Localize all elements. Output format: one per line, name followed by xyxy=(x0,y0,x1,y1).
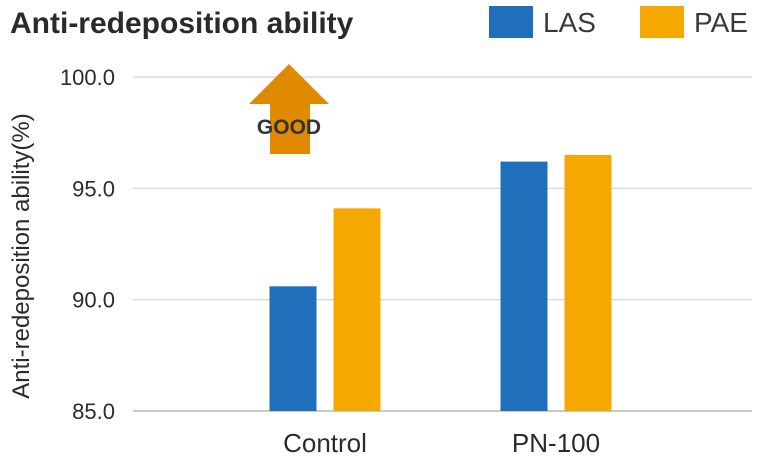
legend-swatch-pae xyxy=(640,6,684,38)
y-tick-label: 85.0 xyxy=(72,399,115,424)
legend-label-pae: PAE xyxy=(694,7,748,38)
bars xyxy=(269,154,612,411)
good-annotation: GOOD xyxy=(249,64,329,154)
y-tick-labels: 85.0 90.0 95.0 100.0 xyxy=(60,65,115,424)
gridlines xyxy=(133,76,752,412)
bar-las-control xyxy=(269,286,317,411)
bar-las-pn-100 xyxy=(500,161,548,411)
x-tick-labels: Control PN-100 xyxy=(283,428,600,458)
x-tick-label: PN-100 xyxy=(512,428,600,458)
y-axis-label: Anti-redeposition ability(%) xyxy=(8,113,35,398)
legend-swatch-las xyxy=(489,6,533,38)
y-tick-label: 95.0 xyxy=(72,176,115,201)
y-tick-label: 100.0 xyxy=(60,65,115,90)
bar-pae-pn-100 xyxy=(564,154,612,411)
y-tick-label: 90.0 xyxy=(72,288,115,313)
annotation-text: GOOD xyxy=(257,116,321,139)
x-tick-label: Control xyxy=(283,428,367,458)
up-arrow-icon xyxy=(249,64,329,154)
chart-title: Anti-redeposition ability xyxy=(10,7,354,40)
legend-label-las: LAS xyxy=(543,7,596,38)
legend: LAS PAE xyxy=(489,6,748,38)
bar-pae-control xyxy=(333,208,381,411)
